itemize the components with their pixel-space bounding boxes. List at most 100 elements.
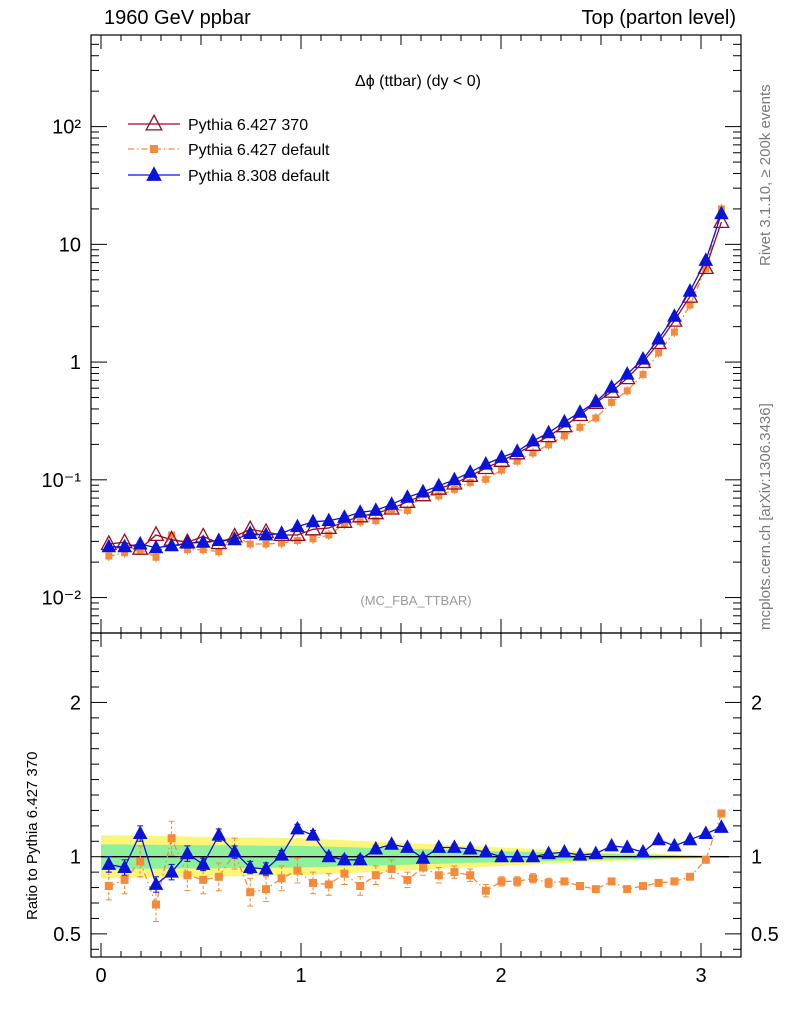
data-point	[152, 900, 160, 909]
data-point	[619, 366, 635, 380]
rivet-version-label: Rivet 3.1.10, ≥ 200k events	[757, 84, 774, 266]
data-point	[513, 877, 522, 886]
data-point	[293, 866, 302, 875]
data-point	[541, 845, 556, 860]
data-point	[525, 432, 541, 447]
data-point	[289, 525, 306, 542]
data-point	[415, 850, 431, 864]
data-point	[604, 837, 619, 852]
data-point	[592, 414, 600, 422]
data-point	[481, 886, 490, 895]
x-tick-label: 3	[695, 965, 706, 987]
data-point	[325, 531, 333, 539]
data-point	[337, 851, 352, 866]
data-point	[639, 370, 647, 378]
data-point	[309, 535, 317, 543]
plot-title: Δϕ (ttbar) (dy < 0)	[355, 73, 481, 90]
data-point	[320, 518, 338, 535]
ratio-panel-frame	[90, 632, 742, 958]
data-point	[529, 449, 537, 457]
data-point	[183, 546, 191, 554]
data-point	[167, 834, 176, 843]
data-point	[670, 328, 678, 336]
data-point	[258, 526, 274, 541]
data-point	[415, 483, 431, 498]
data-point	[164, 537, 179, 552]
data-point	[403, 875, 412, 884]
data-point	[242, 859, 258, 873]
data-point	[104, 882, 113, 891]
data-point	[274, 847, 289, 861]
data-point	[117, 859, 132, 873]
data-point	[246, 540, 254, 548]
data-point	[667, 837, 682, 852]
main-y-ticks	[91, 34, 741, 634]
data-point	[242, 525, 258, 539]
data-point	[431, 839, 447, 853]
data-point	[560, 432, 568, 440]
ratio-series-1	[101, 819, 729, 893]
data-point	[290, 820, 305, 835]
data-point	[541, 424, 556, 439]
data-point	[462, 840, 478, 855]
data-point	[148, 876, 164, 890]
data-point	[101, 538, 117, 553]
series-line	[108, 213, 723, 549]
data-point	[356, 882, 365, 891]
data-point	[557, 413, 572, 428]
data-point	[305, 513, 321, 528]
data-point	[447, 839, 462, 853]
data-point	[400, 489, 415, 503]
data-point	[713, 212, 730, 229]
data-point	[498, 466, 506, 474]
data-point	[635, 844, 651, 858]
data-point	[560, 877, 569, 886]
x-tick-label: 0	[95, 965, 106, 987]
data-point	[368, 840, 384, 855]
x-ticks	[100, 35, 722, 957]
data-point	[686, 872, 694, 881]
data-point	[199, 875, 208, 884]
data-point	[117, 538, 132, 553]
data-point	[180, 845, 195, 860]
data-point	[136, 857, 145, 866]
data-point	[714, 819, 729, 833]
data-point	[623, 885, 632, 894]
data-point	[435, 492, 443, 500]
data-point	[450, 868, 459, 877]
data-point	[525, 848, 541, 863]
data-point	[352, 851, 368, 866]
data-point	[494, 449, 509, 463]
data-point	[619, 839, 635, 853]
data-point	[309, 878, 317, 887]
series-line	[108, 826, 722, 886]
ratio-y-tick-label-left: 1	[70, 847, 81, 869]
data-point	[509, 443, 525, 457]
data-point	[682, 283, 698, 297]
data-point	[305, 827, 321, 841]
data-point	[635, 351, 651, 365]
data-point	[304, 519, 322, 536]
header-energy-label: 1960 GeV ppbar	[104, 7, 251, 29]
data-point	[371, 871, 380, 880]
data-point	[121, 549, 129, 557]
legend-label: Pythia 6.427 default	[188, 142, 330, 159]
data-point	[462, 464, 478, 478]
ratio-y-tick-label-right: 0.5	[751, 924, 779, 946]
data-point	[654, 878, 663, 887]
data-point	[274, 525, 289, 539]
data-point	[215, 548, 223, 556]
data-point	[227, 531, 242, 546]
data-point	[214, 872, 223, 881]
main-y-tick-label: 10	[59, 234, 81, 256]
data-point	[227, 844, 242, 858]
ratio-y-ticks	[91, 640, 741, 950]
data-point	[183, 871, 192, 880]
data-point	[262, 885, 270, 894]
data-point	[321, 848, 337, 863]
data-point	[670, 877, 679, 886]
data-point	[698, 252, 714, 266]
data-point	[101, 856, 117, 870]
ratio-y-tick-label-right: 1	[751, 847, 762, 869]
data-point	[714, 205, 729, 220]
